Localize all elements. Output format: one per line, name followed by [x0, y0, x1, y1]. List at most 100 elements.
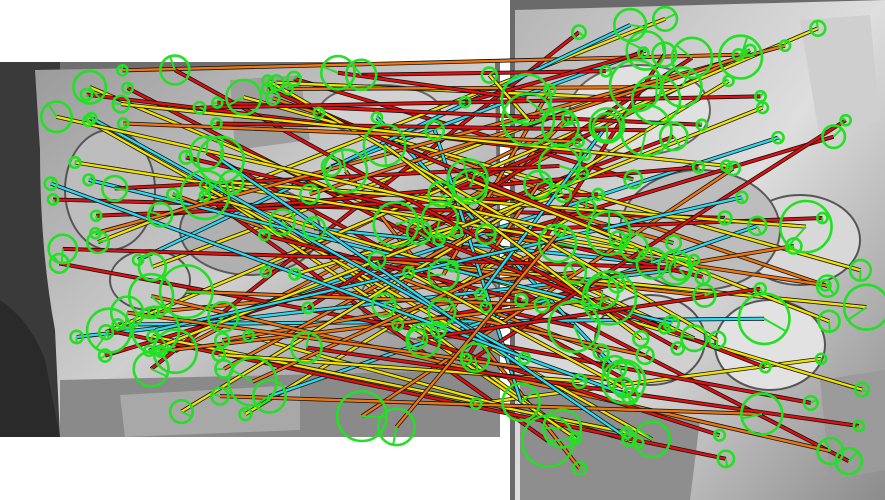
keypoint-circle [72, 69, 108, 105]
keypoint-circle [446, 157, 489, 201]
match-line [395, 223, 766, 369]
keypoint-orientation [383, 298, 395, 306]
keypoint-circle [842, 283, 885, 331]
keypoint-orientation [465, 354, 471, 360]
keypoint-orientation [211, 392, 221, 398]
keypoint-orientation [547, 437, 574, 443]
keypoint-orientation [95, 232, 101, 235]
keypoint-orientation [205, 136, 209, 153]
match-line [440, 125, 608, 196]
keypoint-circle [391, 318, 405, 332]
keypoint-circle [159, 54, 191, 86]
keypoint-circle [85, 111, 98, 125]
keypoint-orientation [578, 463, 585, 470]
keypoint-orientation [230, 182, 236, 194]
keypoint-circle [771, 130, 785, 145]
keypoint-orientation [438, 238, 445, 243]
keypoint-circle [854, 381, 871, 398]
keypoint-orientation [537, 178, 551, 186]
keypoint-orientation [558, 187, 565, 196]
keypoint-orientation [88, 175, 94, 181]
keypoint-circle [116, 117, 130, 130]
keypoint-orientation [199, 106, 206, 111]
keypoint-orientation [840, 116, 847, 122]
keypoint-circle [575, 166, 590, 181]
keypoint-orientation [434, 125, 444, 132]
keypoint-orientation [818, 358, 823, 364]
keypoint-circle [778, 199, 833, 254]
keypoint-circle [46, 193, 60, 206]
keypoint-orientation [325, 165, 333, 175]
keypoint-orientation [204, 181, 210, 187]
keypoint-orientation [474, 357, 479, 372]
keypoint-orientation [273, 82, 278, 90]
keypoint-circle [121, 81, 134, 95]
keypoint-circle [578, 148, 592, 162]
match-line [123, 122, 579, 143]
keypoint-orientation [123, 312, 129, 329]
keypoint-orientation [60, 248, 64, 264]
keypoint-circle [753, 281, 768, 296]
keypoint-orientation [568, 263, 577, 274]
match-line [219, 394, 762, 416]
keypoint-orientation [672, 135, 682, 149]
keypoint-circle [158, 264, 214, 320]
keypoint-orientation [592, 126, 607, 129]
keypoint-circle [299, 183, 321, 205]
keypoint-orientation [628, 41, 647, 52]
keypoint-circle [213, 331, 231, 349]
keypoint-circle [784, 237, 803, 255]
keypoint-circle [281, 82, 295, 96]
keypoint-orientation [114, 187, 128, 192]
keypoint-orientation [637, 428, 653, 441]
keypoint-circle [547, 299, 601, 354]
keypoint-orientation [723, 217, 727, 225]
keypoint-circle [581, 270, 638, 326]
match-line [137, 23, 631, 262]
keypoint-circle [320, 155, 342, 178]
keypoint-orientation [566, 117, 570, 124]
keypoint-orientation [471, 399, 477, 405]
match-line [122, 53, 739, 72]
keypoint-orientation [395, 217, 418, 226]
keypoint-circle [178, 149, 194, 165]
keypoint-orientation [557, 242, 576, 248]
keypoint-orientation [85, 94, 91, 100]
keypoint-circle [599, 64, 613, 78]
keypoint-orientation [600, 349, 609, 353]
keypoint-circle [746, 215, 768, 237]
keypoint-orientation [763, 317, 787, 333]
keypoint-orientation [525, 98, 547, 115]
keypoint-orientation [231, 369, 254, 383]
keypoint-orientation [376, 112, 380, 118]
match-line [456, 216, 823, 234]
keypoint-orientation [88, 113, 93, 119]
keypoint-circle [680, 324, 709, 353]
keypoint-circle [621, 431, 637, 448]
keypoint-orientation [200, 191, 206, 197]
keypoint-circle [335, 390, 389, 443]
keypoint-circle [608, 230, 628, 249]
keypoint-orientation [88, 86, 102, 100]
keypoint-circle [480, 66, 499, 84]
keypoint-circle [754, 89, 767, 103]
keypoint-orientation [462, 159, 469, 180]
keypoint-circle [661, 66, 703, 108]
keypoint-orientation [756, 225, 762, 235]
keypoint-circle [39, 100, 73, 134]
keypoint-orientation [293, 73, 301, 80]
keypoint-orientation [418, 231, 430, 240]
keypoint-orientation [639, 130, 648, 156]
keypoint-orientation [181, 410, 192, 418]
keypoint-orientation [810, 398, 818, 404]
match-line [395, 230, 562, 428]
keypoint-orientation [155, 347, 162, 353]
keypoint-orientation [577, 141, 582, 147]
keypoint-orientation [213, 316, 224, 330]
keypoint-orientation [122, 122, 127, 129]
keypoint-circle [302, 216, 327, 241]
keypoint-orientation [861, 388, 869, 394]
keypoint-circle [695, 118, 709, 132]
keypoint-orientation [126, 82, 130, 89]
keypoint-circle [97, 324, 115, 341]
